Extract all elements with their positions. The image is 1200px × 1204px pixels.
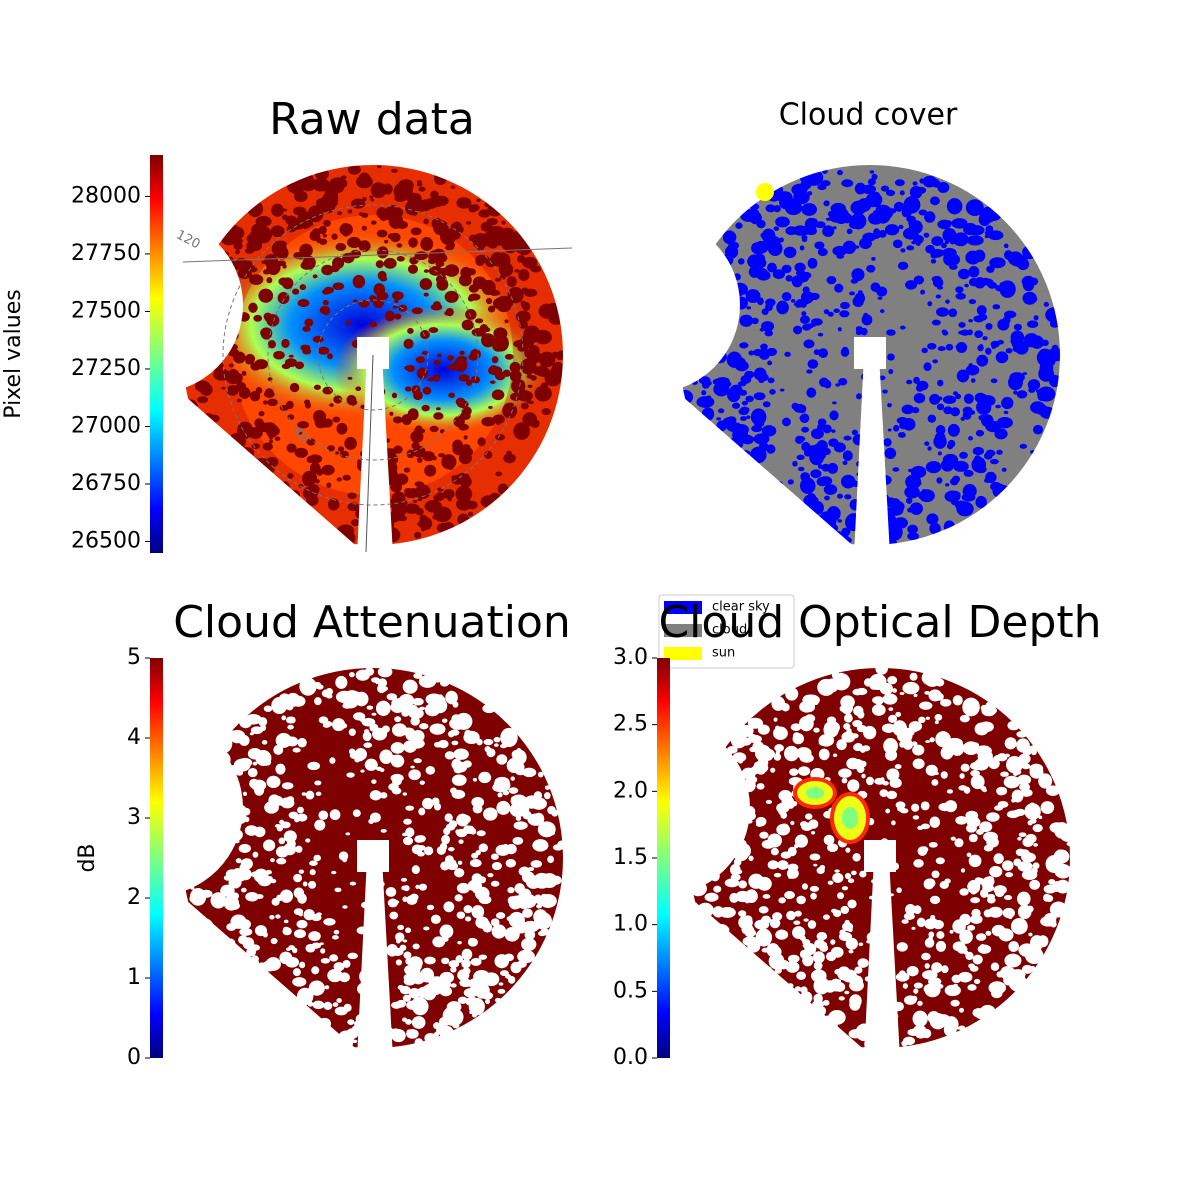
colorbar-tick-label: 1.5 xyxy=(613,845,648,870)
colorbar-tick-label: 4 xyxy=(127,725,141,750)
colorbar-tick-label: 0.0 xyxy=(613,1045,648,1070)
polar-axis xyxy=(365,354,374,553)
legend-label: clear sky xyxy=(712,600,770,615)
sky-image xyxy=(179,666,568,1054)
colorbar-tick-label: 26750 xyxy=(71,471,141,496)
polar-axis xyxy=(182,247,573,263)
legend: clear sky cloud sun xyxy=(658,594,795,669)
panel-title: Cloud cover xyxy=(779,98,958,133)
colorbar-tick-label: 2.0 xyxy=(613,778,648,803)
sky-image xyxy=(688,663,1077,1052)
colorbar-tick-label: 3 xyxy=(127,805,141,830)
colorbar-tick-label: 27750 xyxy=(71,241,141,266)
colorbar-tick-label: 26500 xyxy=(71,528,141,553)
colorbar-tick-label: 5 xyxy=(127,645,141,670)
sun-marker xyxy=(756,183,774,201)
colorbar-label: dB xyxy=(75,843,100,872)
colorbar-label: Pixel values xyxy=(1,289,26,418)
colorbar-tick-label: 0.5 xyxy=(613,978,648,1003)
colorbar-tick-label: 1.0 xyxy=(613,912,648,937)
colorbar-tick-label: 27000 xyxy=(71,413,141,438)
legend-swatch xyxy=(664,601,702,614)
panel-title: Raw data xyxy=(269,94,475,145)
colorbar-tick-label: 3.0 xyxy=(613,645,648,670)
colorbar-tick-label: 1 xyxy=(127,965,141,990)
sky-image xyxy=(677,165,1066,551)
panel-title: Cloud Optical Depth xyxy=(658,597,1101,648)
legend-label: cloud xyxy=(712,623,747,638)
colorbar-tick-label: 2 xyxy=(127,885,141,910)
colorbar xyxy=(657,658,670,1058)
colorbar-tick-label: 27500 xyxy=(71,298,141,323)
colorbar xyxy=(150,155,163,553)
colorbar-tick-label: 28000 xyxy=(71,183,141,208)
sky-image xyxy=(179,164,568,550)
colorbar-tick-label: 0 xyxy=(127,1045,141,1070)
legend-label: sun xyxy=(712,646,735,661)
legend-swatch xyxy=(664,647,702,660)
polar-grid xyxy=(222,204,524,506)
panel-title: Cloud Attenuation xyxy=(173,597,571,648)
legend-swatch xyxy=(664,624,702,637)
colorbar-tick-label: 2.5 xyxy=(613,712,648,737)
colorbar-tick-label: 27250 xyxy=(71,356,141,381)
colorbar xyxy=(150,658,163,1058)
